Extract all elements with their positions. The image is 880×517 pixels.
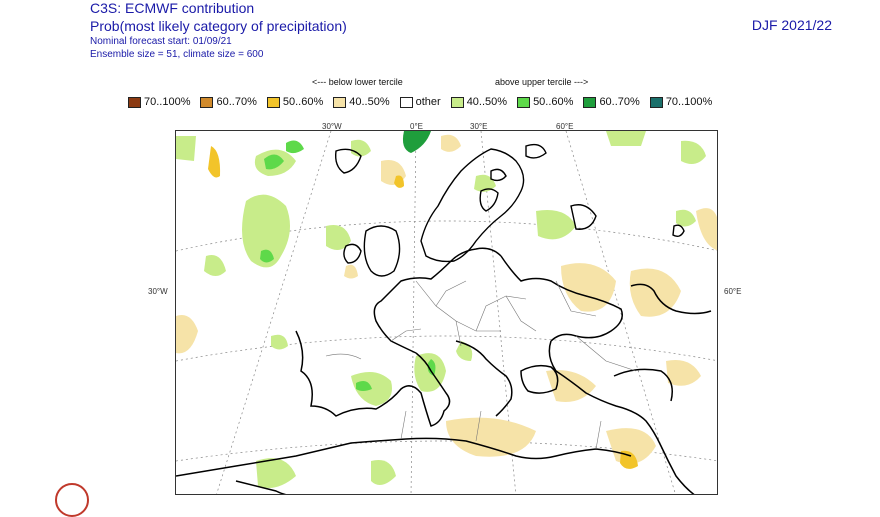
logo-icon bbox=[55, 483, 89, 517]
legend-item: 60..70% bbox=[200, 96, 257, 108]
legend-swatch bbox=[200, 96, 214, 108]
legend-label: 60..70% bbox=[599, 96, 640, 108]
legend-swatch bbox=[450, 96, 464, 108]
legend-item: 60..70% bbox=[583, 96, 640, 108]
edge-label-30w: 30°W bbox=[148, 287, 168, 296]
legend-label: 40..50% bbox=[349, 96, 390, 108]
lon-label-30e: 30°E bbox=[470, 122, 488, 131]
legend-swatch bbox=[128, 96, 141, 108]
legend-swatch bbox=[583, 96, 597, 108]
title-product: Prob(most likely category of precipitati… bbox=[90, 18, 347, 34]
legend-label: 70..100% bbox=[144, 96, 191, 108]
forecast-start: Nominal forecast start: 01/09/21 bbox=[90, 36, 232, 47]
precip-above-60-70 bbox=[402, 131, 431, 153]
legend-swatch bbox=[517, 96, 531, 108]
legend-item: 70..100% bbox=[128, 96, 190, 108]
legend-item: 50..60% bbox=[517, 96, 573, 108]
lon-label-30w: 30°W bbox=[322, 122, 342, 131]
legend-label: 50..60% bbox=[533, 96, 574, 108]
header: C3S: ECMWF contribution Prob(most likely… bbox=[90, 0, 347, 61]
legend-label: 70..100% bbox=[665, 96, 713, 108]
lon-label-0: 0°E bbox=[410, 122, 423, 131]
legend-item: 40..50% bbox=[450, 96, 508, 108]
ensemble-size: Ensemble size = 51, climate size = 600 bbox=[90, 49, 264, 60]
legend-item: 40..50% bbox=[333, 96, 390, 108]
legend-label: 40..50% bbox=[466, 96, 508, 108]
forecast-map bbox=[175, 130, 718, 495]
title-producer: C3S: ECMWF contribution bbox=[90, 0, 255, 16]
legend-swatch bbox=[266, 96, 280, 108]
country-borders bbox=[325, 280, 637, 450]
legend-label: other bbox=[415, 96, 441, 108]
season-label: DJF 2021/22 bbox=[751, 17, 832, 33]
precip-below-50-60 bbox=[208, 146, 638, 469]
edge-label-60e: 60°E bbox=[724, 287, 742, 296]
legend-label: 50..60% bbox=[282, 96, 324, 108]
legend-swatch bbox=[399, 96, 413, 108]
color-legend: 70..100% 60..70% 50..60% 40..50% other 4… bbox=[128, 96, 722, 108]
above-tercile-label: above upper tercile ---> bbox=[495, 77, 589, 87]
legend-item: 70..100% bbox=[649, 96, 713, 108]
map-canvas bbox=[176, 131, 717, 494]
legend-item: other bbox=[399, 96, 441, 108]
legend-item: 50..60% bbox=[266, 96, 324, 108]
scandinavia-coast bbox=[334, 143, 685, 277]
coastlines bbox=[176, 247, 712, 494]
legend-swatch bbox=[333, 96, 347, 108]
precip-above-40-50 bbox=[176, 131, 706, 489]
legend-swatch bbox=[649, 96, 663, 108]
below-tercile-label: <--- below lower tercile bbox=[312, 77, 403, 87]
legend-label: 60..70% bbox=[216, 96, 257, 108]
lon-label-60e: 60°E bbox=[556, 122, 574, 131]
precip-above-50-60 bbox=[260, 140, 436, 391]
